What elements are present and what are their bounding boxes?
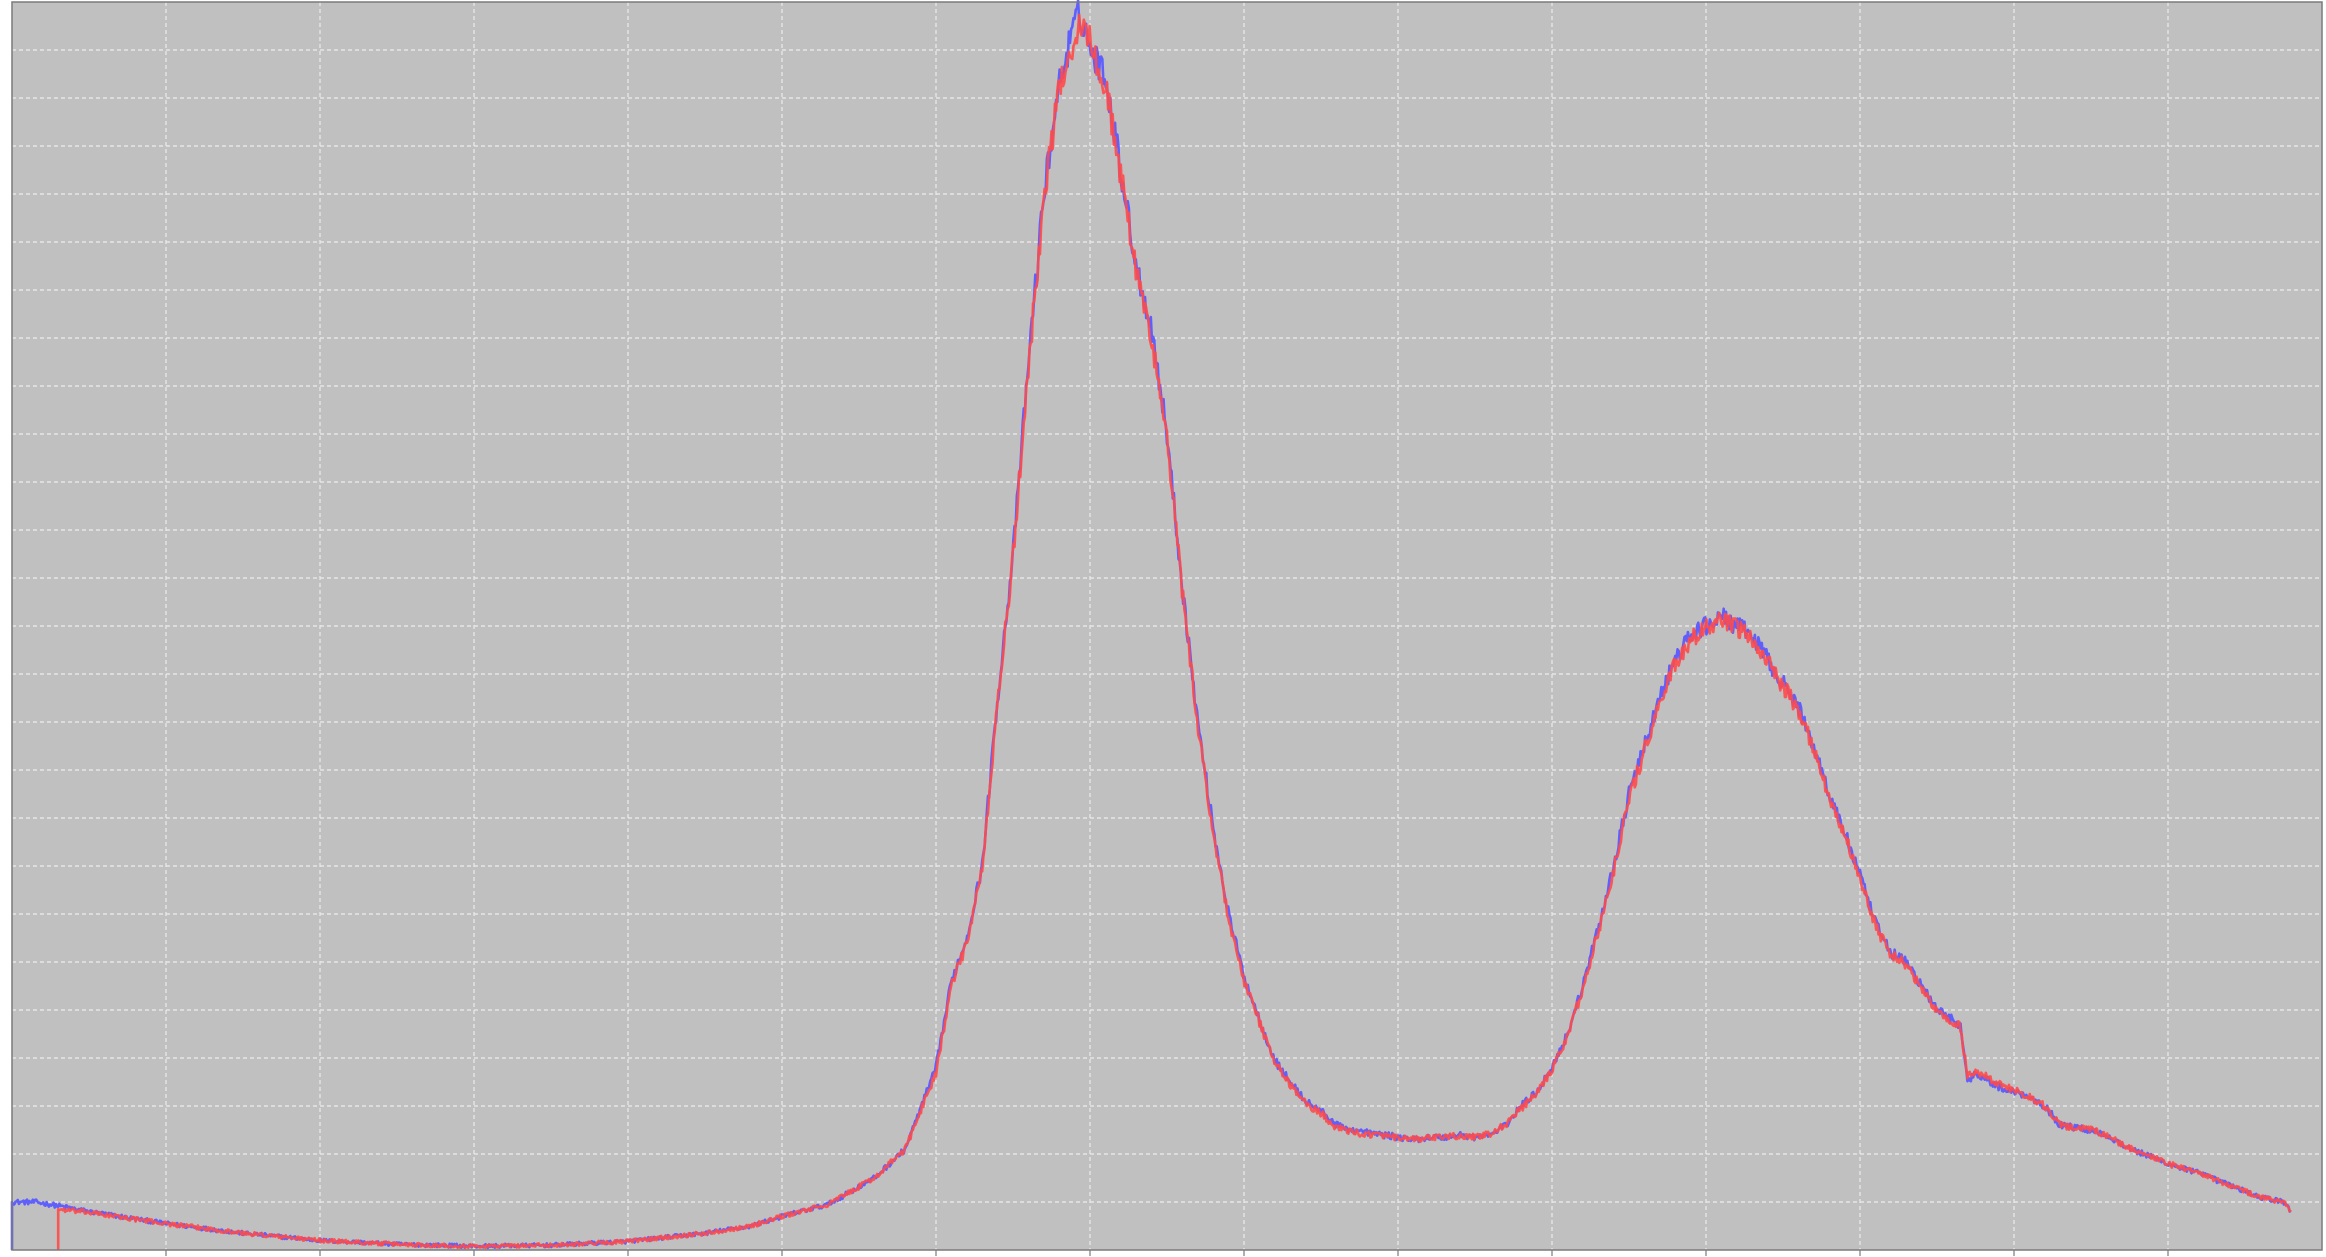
plot-frame [11,1,2323,1251]
tick-layer [165,1250,2169,1256]
series-layer [10,0,2292,1250]
series-line-2 [56,13,2292,1250]
